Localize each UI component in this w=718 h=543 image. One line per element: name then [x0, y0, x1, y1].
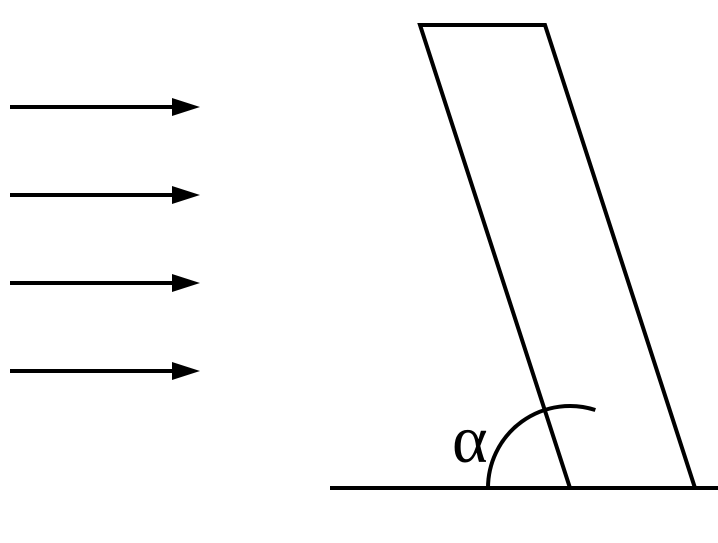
angle-label: α — [452, 401, 488, 477]
flow-arrow-head — [172, 186, 200, 204]
flow-arrow-head — [172, 274, 200, 292]
flow-arrows — [10, 98, 200, 380]
diagram-canvas: α — [0, 0, 718, 543]
flow-arrow-head — [172, 98, 200, 116]
flow-arrow-head — [172, 362, 200, 380]
angle-arc — [488, 406, 595, 488]
